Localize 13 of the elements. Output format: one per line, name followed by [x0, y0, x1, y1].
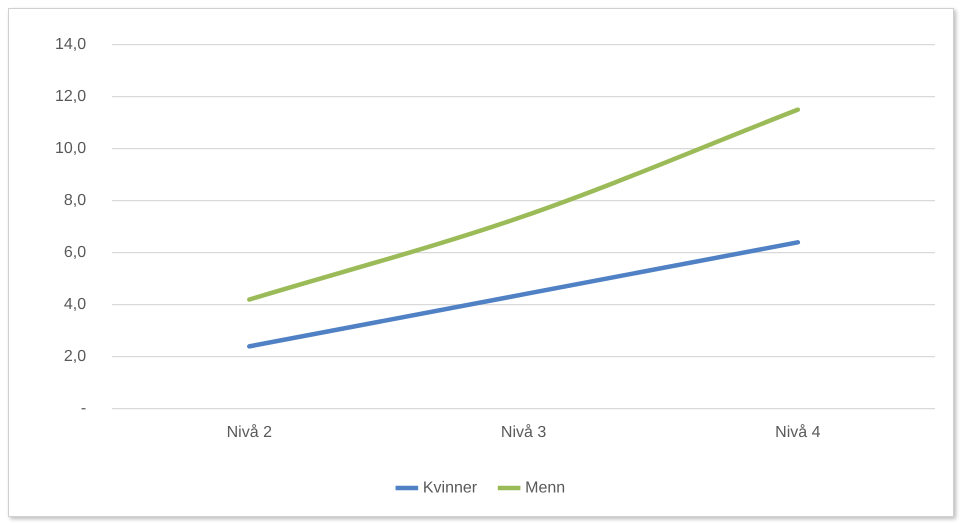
y-tick-label: 6,0	[64, 244, 86, 262]
y-tick-label: 4,0	[64, 296, 86, 314]
y-tick-label: 10,0	[55, 140, 86, 158]
y-tick-label: 14,0	[55, 36, 86, 54]
y-tick-label: 12,0	[55, 88, 86, 106]
legend-label: Kvinner	[422, 479, 478, 496]
y-tick-label: -	[80, 400, 86, 418]
x-tick-label: Nivå 2	[226, 424, 272, 441]
y-tick-label: 2,0	[64, 348, 86, 366]
legend-label: Menn	[525, 479, 566, 496]
x-tick-label: Nivå 4	[775, 424, 821, 441]
x-tick-label: Nivå 3	[500, 424, 546, 441]
y-tick-label: 8,0	[64, 192, 86, 210]
